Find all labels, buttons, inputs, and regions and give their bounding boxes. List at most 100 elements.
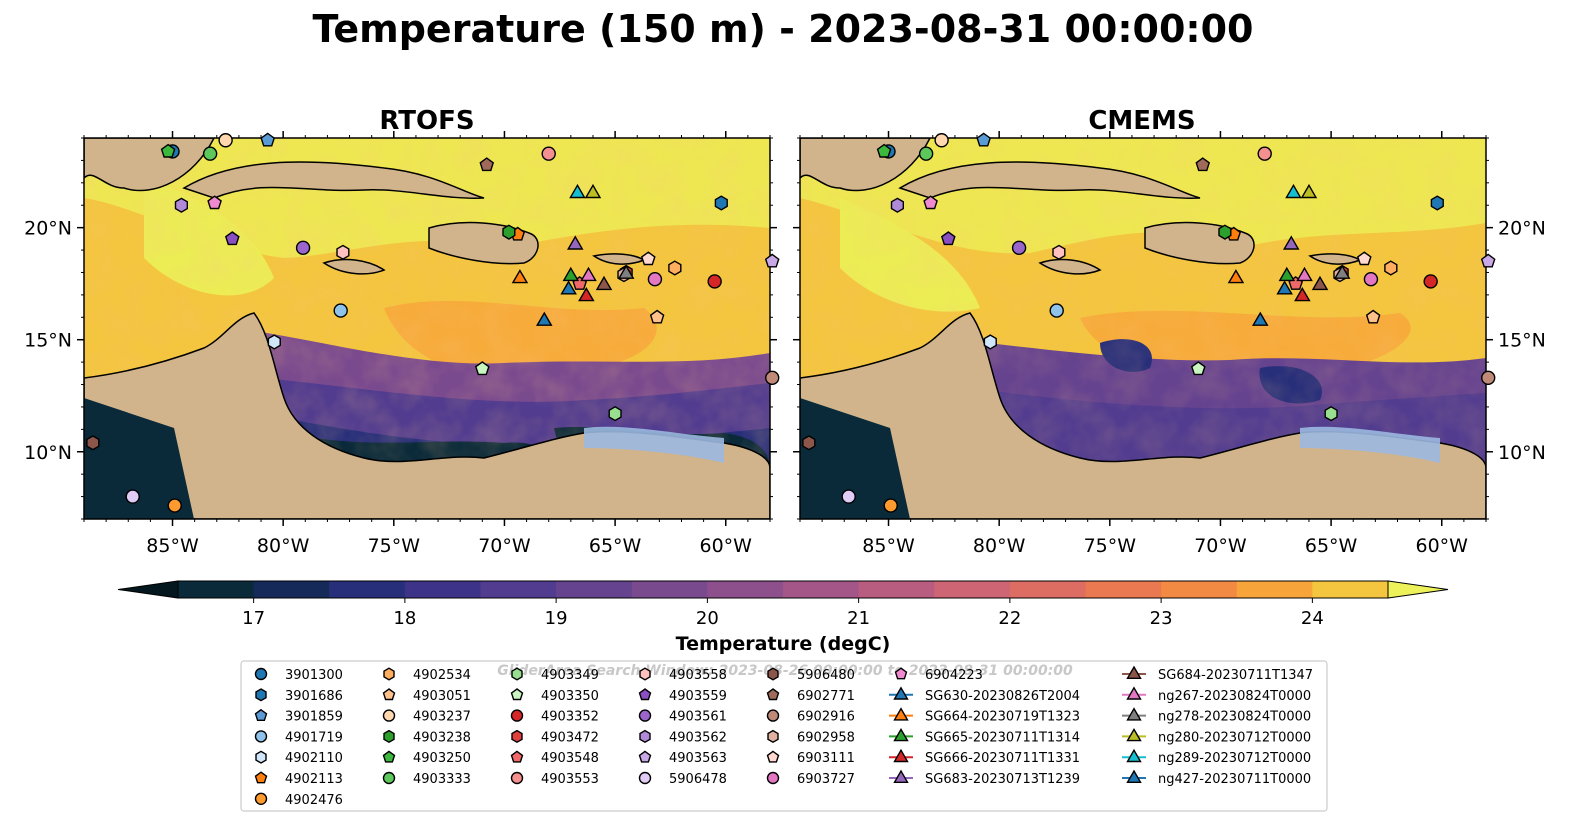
legend-label: 4903558	[669, 668, 727, 683]
lat-tick-label: 15°N	[24, 330, 72, 352]
platform-marker-4903250	[876, 143, 892, 158]
legend-marker	[511, 667, 523, 681]
legend-label: 3901300	[285, 668, 343, 683]
colorbar-swatch	[934, 581, 1011, 598]
legend-entry: 3901300	[254, 667, 343, 683]
legend-label: SG665-20230711T1314	[925, 730, 1080, 745]
legend-entries: 3901300 3901686 3901859 4901719 4902110 49021…	[254, 665, 1313, 808]
platform-marker-6902771	[1195, 157, 1211, 172]
colorbar-swatch	[1009, 581, 1086, 598]
legend-marker	[510, 771, 524, 785]
lon-tick-label: 80°W	[257, 535, 310, 557]
platform-marker-4903559	[224, 231, 240, 246]
panel-title-rtofs: RTOFS	[379, 106, 474, 136]
legend-label: SG683-20230713T1239	[925, 772, 1080, 787]
legend-entry: 4903350	[510, 688, 599, 704]
panel-cmems: CMEMS	[799, 106, 1487, 520]
colorbar-swatch	[1312, 581, 1389, 598]
legend-marker	[510, 688, 524, 701]
colorbar-extend-low	[117, 580, 179, 599]
platform-marker-ng289-20230712t0000	[569, 183, 586, 199]
legend-label: 4903349	[541, 668, 599, 683]
platform-marker-sg664-20230719t1323	[511, 269, 529, 284]
platform-marker-5906478	[125, 489, 140, 504]
platform-marker-4903349	[1324, 405, 1338, 422]
colorbar-tick-label: 18	[393, 608, 416, 629]
colorbar-tick-label: 22	[998, 608, 1021, 629]
legend-marker	[510, 750, 524, 763]
legend-entry: 6902958	[767, 729, 855, 745]
lon-tick-label: 65°W	[589, 535, 642, 557]
platform-marker-4903250	[160, 143, 176, 158]
platform-marker-ng267-20230824t0000	[1296, 266, 1313, 282]
legend-marker	[1126, 728, 1142, 742]
legend-label: 4903563	[669, 751, 727, 766]
legend-marker	[382, 688, 396, 701]
platform-markers-rtofs	[86, 132, 780, 513]
lat-tick-label: 20°N	[1498, 218, 1546, 240]
platform-marker-4903553	[1257, 146, 1272, 161]
legend-marker	[767, 729, 779, 744]
legend-label: 4903237	[413, 710, 471, 725]
platform-marker-4903559	[940, 231, 956, 246]
platform-marker-3901686	[714, 195, 728, 211]
platform-marker-sg630-20230826t2004	[1251, 311, 1269, 326]
legend-label: 3901686	[285, 689, 343, 704]
legend-label: 4902110	[285, 751, 343, 766]
legend-label: 4903559	[669, 689, 727, 704]
colorbar-swatch	[1085, 581, 1162, 598]
legend-entry: 3901859	[254, 708, 343, 725]
legend-label: ng267-20230824T0000	[1158, 689, 1311, 704]
legend-entry: SG665-20230711T1314	[889, 728, 1080, 745]
platform-marker-ng427-20230711t0000	[1276, 280, 1293, 295]
legend-entry: 4903563	[638, 750, 727, 766]
legend-entry: 4903237	[382, 709, 471, 725]
legend-entry: 5906478	[638, 771, 727, 787]
panel-title-cmems: CMEMS	[1088, 106, 1195, 136]
colorbar-swatch	[858, 581, 935, 598]
platform-marker-6904223	[923, 195, 938, 210]
platform-marker-4901719	[1049, 303, 1064, 318]
legend-marker	[766, 750, 780, 763]
legend-marker	[638, 709, 652, 722]
lat-tick-label: 20°N	[24, 218, 72, 240]
legend-entry: SG630-20230826T2004	[889, 686, 1080, 704]
legend-marker	[254, 771, 268, 784]
platform-marker-sg665-20230711t1314	[562, 266, 580, 282]
platform-marker-4903553	[541, 146, 556, 161]
legend-marker	[1126, 707, 1142, 721]
lon-tick-label: 70°W	[1194, 535, 1247, 557]
legend-entry: SG664-20230719T1323	[889, 707, 1080, 725]
legend: GliderArea Search Window: 2023-08-26 00:…	[240, 660, 1328, 812]
legend-label: SG630-20230826T2004	[925, 689, 1080, 704]
lon-tick-label: 85°W	[146, 535, 199, 557]
platform-marker-4903352	[1423, 274, 1438, 289]
legend-marker	[893, 686, 909, 700]
legend-marker	[893, 748, 909, 763]
map-frame-rtofs	[83, 137, 771, 520]
platform-marker-4903562	[174, 197, 189, 213]
legend-label: 6903111	[797, 751, 855, 766]
legend-label: 5906478	[669, 772, 727, 787]
colorbar-swatch	[631, 581, 708, 598]
platform-marker-4903561	[295, 240, 311, 256]
platform-marker-6902916	[1481, 370, 1496, 386]
legend-entry: SG666-20230711T1331	[889, 748, 1080, 766]
legend-label: 4903333	[413, 772, 471, 787]
colorbar-swatches	[117, 580, 1449, 599]
platform-marker-sg664-20230719t1323	[1227, 269, 1245, 284]
legend-label: 6902771	[797, 689, 855, 704]
platform-marker-6904223	[207, 195, 222, 210]
platform-marker-4902110	[983, 334, 997, 350]
legend-marker	[638, 750, 652, 763]
legend-marker	[254, 708, 268, 721]
legend-entry: ng267-20230824T0000	[1122, 686, 1311, 704]
legend-entry: 4903333	[382, 771, 471, 787]
legend-label: 3901859	[285, 710, 343, 725]
legend-entry: 4902534	[383, 667, 471, 683]
platform-marker-6903111	[1356, 251, 1372, 266]
legend-entry: 6902771	[766, 688, 855, 704]
lon-tick-label: 60°W	[1416, 535, 1469, 557]
legend-marker	[639, 667, 651, 681]
